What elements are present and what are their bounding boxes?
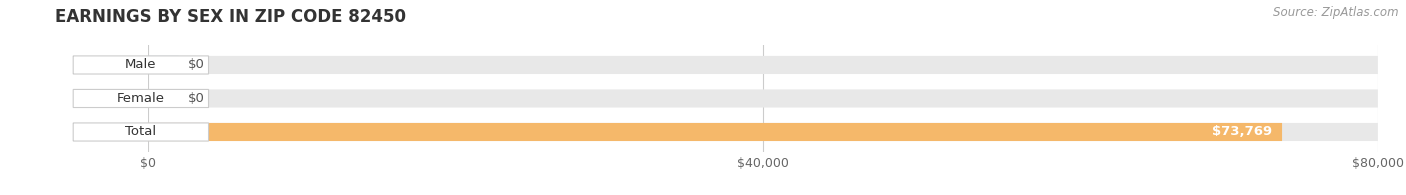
Text: $73,769: $73,769 <box>1212 126 1272 138</box>
FancyBboxPatch shape <box>148 123 1282 141</box>
Text: Source: ZipAtlas.com: Source: ZipAtlas.com <box>1274 6 1399 19</box>
Text: Female: Female <box>117 92 165 105</box>
FancyBboxPatch shape <box>148 123 1378 141</box>
Text: $0: $0 <box>188 58 205 71</box>
Text: $0: $0 <box>188 92 205 105</box>
FancyBboxPatch shape <box>148 90 179 107</box>
FancyBboxPatch shape <box>73 90 208 107</box>
FancyBboxPatch shape <box>148 56 1378 74</box>
Text: EARNINGS BY SEX IN ZIP CODE 82450: EARNINGS BY SEX IN ZIP CODE 82450 <box>55 8 406 26</box>
Text: Total: Total <box>125 126 156 138</box>
FancyBboxPatch shape <box>73 123 208 141</box>
FancyBboxPatch shape <box>148 90 1378 107</box>
FancyBboxPatch shape <box>148 56 179 74</box>
FancyBboxPatch shape <box>73 56 208 74</box>
Text: Male: Male <box>125 58 156 71</box>
